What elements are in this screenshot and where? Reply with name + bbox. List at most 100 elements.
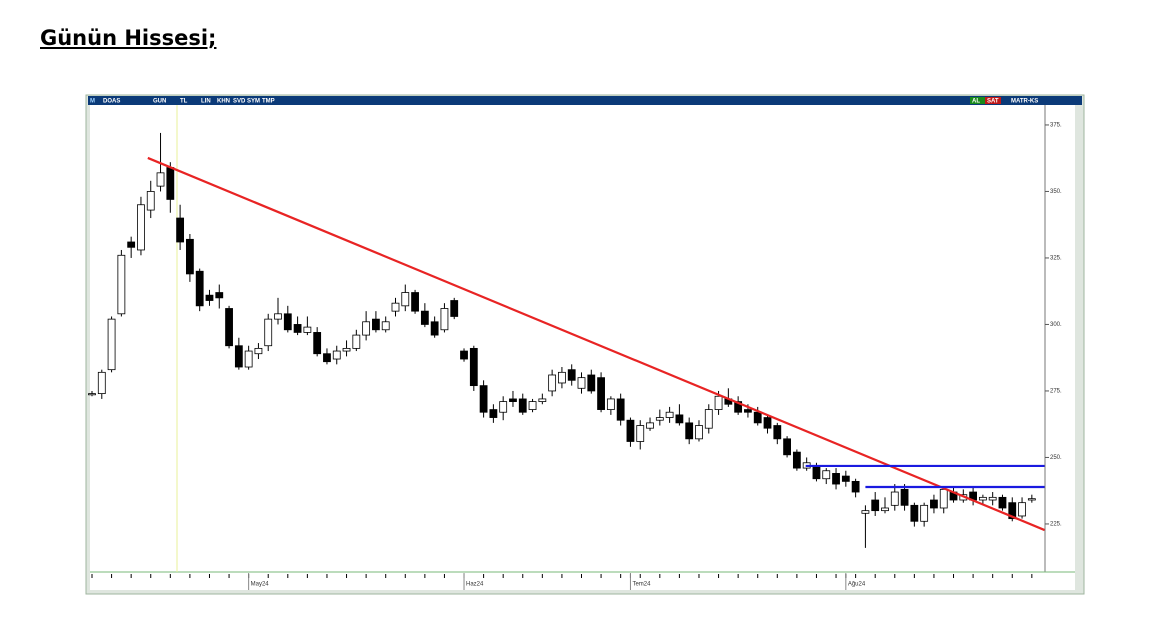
candle-body [646,422,654,429]
candle-body [274,313,282,320]
candle-body [97,371,106,395]
candle-body [577,377,586,389]
candle-body [626,419,635,442]
toolbar-button[interactable]: SVD [233,98,246,104]
candle-body [655,417,664,421]
candle-body [978,496,987,501]
candle-body [391,302,400,312]
plot-area [90,105,1045,572]
candle-body [244,350,253,368]
candle-body [450,300,459,317]
candle-body [254,347,263,355]
toolbar-button[interactable]: GUN [153,98,166,104]
candle-body [665,411,674,418]
candle-body [851,480,860,493]
candle-body [1027,498,1036,501]
x-tick-label: Haz24 [466,582,484,588]
candle-body [567,369,576,381]
candle-body [792,451,801,469]
y-tick-label: 225. [1050,522,1062,528]
candle-body [675,414,684,424]
candle-body [313,332,322,355]
candle-body [234,345,243,368]
toolbar-button[interactable]: M [90,98,95,104]
toolbar-button[interactable]: SYM [247,98,260,104]
candle-body [832,473,840,485]
candle-body [841,475,850,482]
candle-body [137,204,145,251]
toolbar-button[interactable]: KHN [217,98,230,104]
candle-body [479,385,488,413]
toolbar-button[interactable]: LIN [201,98,211,104]
candle-body [176,217,185,243]
candle-body [812,465,821,480]
candle-body [597,377,605,410]
candle-body [822,470,831,480]
candle-body [499,401,508,413]
y-tick-label: 350. [1050,189,1062,195]
candle-body [548,374,557,392]
candle-body [156,172,165,187]
trend-line [147,156,1045,532]
candle-body [695,425,703,440]
candle-body [685,422,694,440]
candle-body [558,371,566,384]
candle-body [890,491,899,506]
toolbar-button[interactable]: TMP [262,98,275,104]
candle-body [881,507,889,512]
candle-body [381,321,390,331]
x-tick-label: Tem24 [632,582,651,588]
candle-body [636,425,645,442]
candle-body [430,321,439,336]
toolbar-button[interactable]: MATR-KS [1011,98,1038,104]
candle-body [910,504,919,522]
candle-body [469,347,478,387]
candle-body [606,398,615,410]
candle-body [538,398,547,402]
candle-body [871,499,880,512]
candle-body [195,270,204,307]
toolbar-button[interactable]: TL [180,98,188,104]
candle-body [372,318,380,331]
candle-body [518,398,527,413]
toolbar-button[interactable]: AL [972,98,980,104]
x-tick-label: Ağu24 [848,582,866,588]
candle-body [362,321,371,336]
candle-body [401,292,410,307]
candle-body [185,238,194,275]
candle-body [528,401,537,410]
y-tick-label: 325. [1050,256,1062,262]
candle-body [900,488,909,506]
y-tick-label: 375. [1050,123,1062,129]
candle-body [704,409,713,429]
y-axis-area [1045,105,1075,572]
candle-body [763,417,772,429]
candle-body [509,398,517,402]
candle-body [303,326,312,333]
candle-body [773,425,782,440]
y-tick-label: 300. [1050,322,1062,328]
candle-body [342,347,351,352]
toolbar-button-bg [985,97,1001,104]
candle-body [127,241,136,248]
candle-body [323,353,331,363]
candle-body [587,374,596,392]
candle-body [107,318,116,371]
candle-body [753,411,762,424]
toolbar-button[interactable]: SAT [987,98,999,104]
candle-body [332,350,341,360]
candle-body [714,395,723,410]
y-tick-label: 250. [1050,455,1062,461]
candle-body [744,409,752,413]
candle-body [420,310,429,325]
candle-body [861,510,870,514]
candle-body [166,167,175,200]
candle-body [88,393,96,396]
candle-body [930,499,938,509]
toolbar-button[interactable]: DOAS [103,98,120,104]
candle-body [440,308,449,331]
candle-body [616,398,625,421]
candle-body [734,401,743,413]
